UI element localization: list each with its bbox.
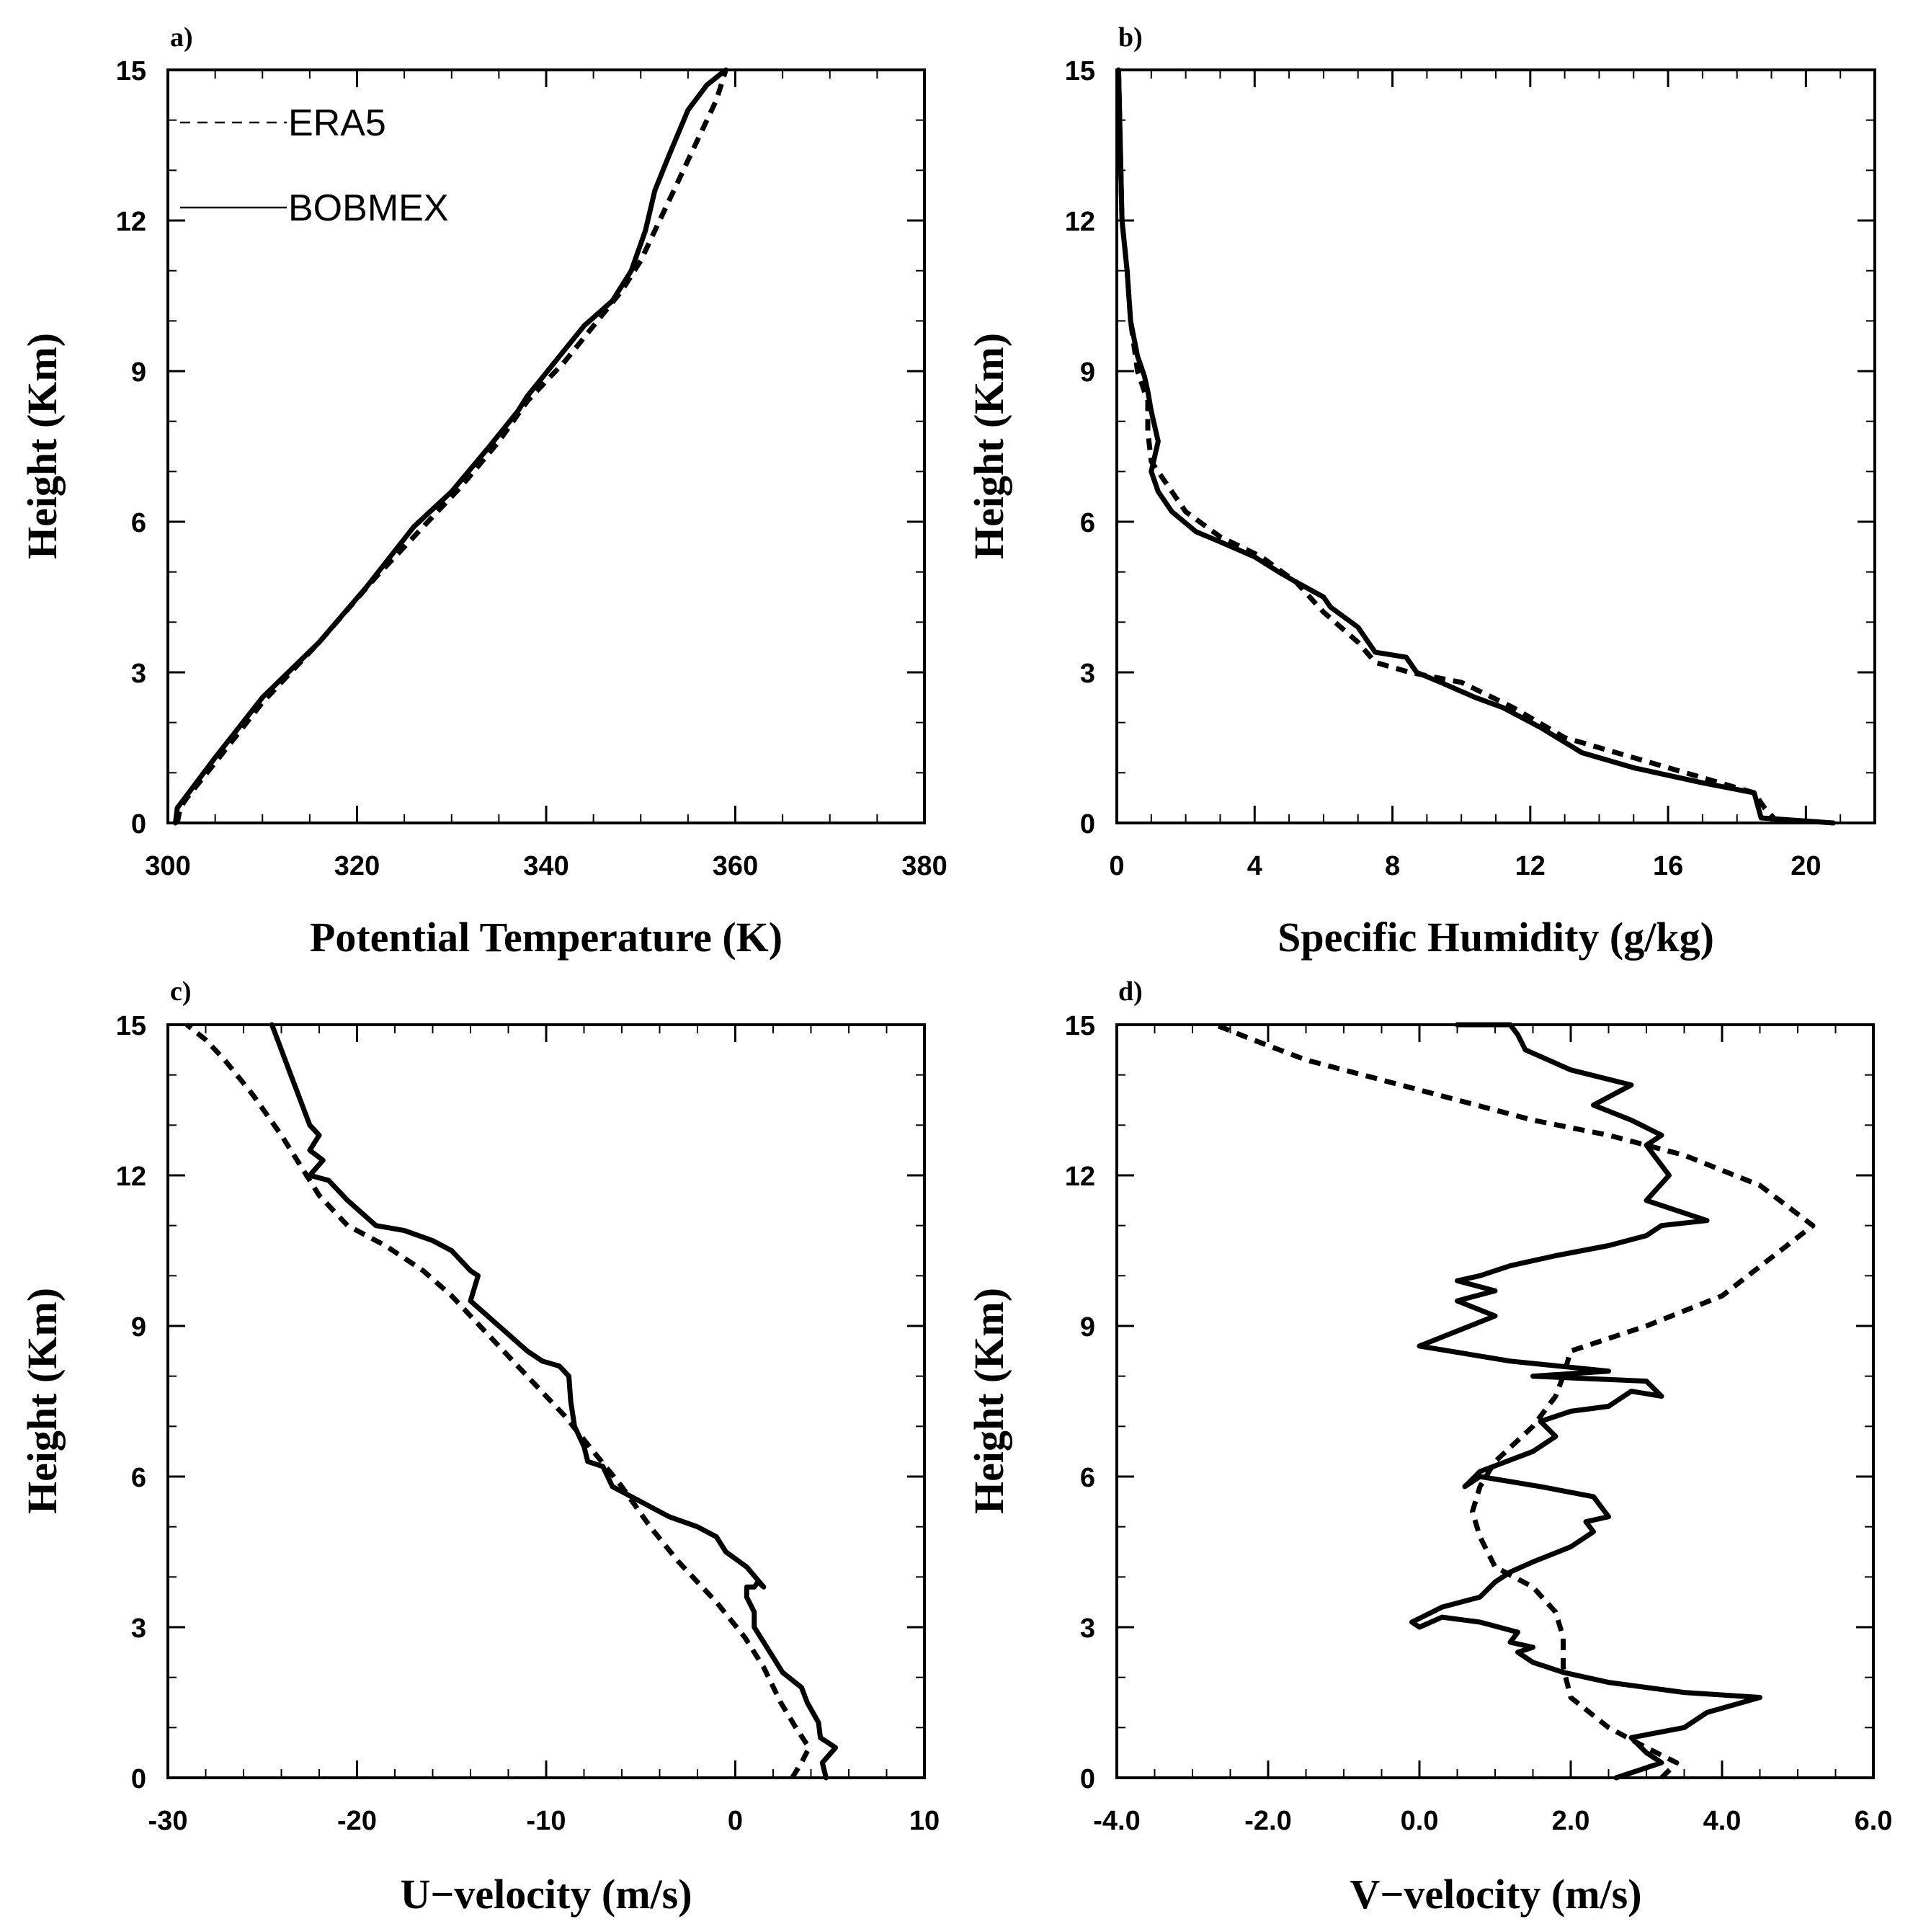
y-axis-label: Height (Km) [19,333,66,559]
x-tick-label: 0 [728,1806,743,1836]
series-line-era5 [185,1023,812,1779]
series-line-era5 [1115,69,1780,825]
ticks: -30 -20 -10 0 10 0 3 6 9 12 15 [116,1011,940,1836]
panel-label: c) [170,976,192,1007]
y-tick-label: 12 [116,1162,146,1192]
series [173,67,728,826]
ticks: 0 4 8 12 16 20 0 3 6 9 12 15 [1065,56,1876,881]
y-tick-label: 6 [131,1463,146,1493]
ticks: -4.0 -2.0 0.0 2.0 4.0 6.0 0 3 6 9 12 15 [1065,1011,1893,1836]
x-tick-label: 8 [1385,851,1400,881]
series [1214,1022,1816,1781]
x-tick-label: 360 [713,851,758,881]
x-axis-label: Specific Humidity (g/kg) [1277,914,1714,961]
panel-b: b) 0 4 8 12 16 20 0 3 6 9 12 15 Specific Humidity (… [966,22,1876,961]
panel-label: a) [170,22,193,53]
y-tick-label: 9 [1080,357,1095,388]
y-axis-label: Height (Km) [19,1288,66,1514]
y-tick-label: 0 [131,809,146,840]
panel-d: d) -4.0 -2.0 0.0 2.0 4.0 6.0 0 3 6 9 12 15 V−veloci… [966,976,1892,1918]
x-tick-label: -30 [148,1806,188,1836]
x-tick-label: -10 [527,1806,566,1836]
y-tick-label: 12 [1065,207,1095,237]
y-tick-label: 6 [1080,508,1095,538]
y-tick-label: 0 [1080,809,1095,840]
panel-a: a) 300 320 340 360 380 0 3 6 9 12 15 Potential Tem… [19,22,947,961]
y-tick-label: 9 [1080,1312,1095,1343]
x-axis-label: V−velocity (m/s) [1350,1871,1641,1918]
series [1115,67,1837,826]
y-tick-label: 3 [1080,659,1095,689]
y-tick-label: 9 [131,1312,146,1343]
x-tick-label: 380 [901,851,947,881]
series-line-era5 [1214,1022,1816,1780]
x-tick-label: 10 [909,1806,940,1836]
plot-frame [166,68,926,824]
y-tick-label: 3 [1080,1613,1095,1644]
x-tick-label: 4.0 [1703,1806,1742,1836]
y-tick-label: 12 [1065,1162,1095,1192]
y-tick-label: 6 [131,508,146,538]
x-tick-label: -20 [337,1806,377,1836]
series-line-era5 [174,68,728,824]
x-tick-label: 300 [145,851,190,881]
legend-label-era5: ERA5 [288,102,386,144]
y-tick-label: 9 [131,357,146,388]
legend-label-bobmex: BOBMEX [288,187,449,229]
x-axis-label: U−velocity (m/s) [400,1871,692,1918]
y-tick-label: 3 [131,1613,146,1644]
y-tick-label: 0 [1080,1764,1095,1794]
y-axis-label: Height (Km) [966,1288,1012,1514]
x-tick-label: 4 [1247,851,1262,881]
panel-label: d) [1118,976,1143,1007]
x-tick-label: 0.0 [1401,1806,1439,1836]
series-line-bobmex [1115,67,1837,826]
legend: ERA5 BOBMEX [180,102,449,229]
x-tick-label: -4.0 [1093,1806,1140,1836]
ticks: 300 320 340 360 380 0 3 6 9 12 15 [116,56,947,881]
panel-label: b) [1118,22,1143,53]
y-axis-label: Height (Km) [966,333,1012,559]
series-line-bobmex [173,67,728,826]
y-tick-label: 6 [1080,1463,1095,1493]
y-tick-label: 15 [1065,56,1095,86]
x-tick-label: 0 [1109,851,1124,881]
panel-c: c) -30 -20 -10 0 10 0 3 6 9 12 15 U−velocity (m/s)… [19,976,940,1918]
y-tick-label: 15 [116,1011,146,1041]
x-tick-label: 16 [1653,851,1683,881]
plot-frame [1115,68,1876,824]
x-tick-label: -2.0 [1244,1806,1291,1836]
y-tick-label: 15 [1065,1011,1095,1041]
series-line-bobmex [1409,1022,1762,1781]
y-tick-label: 15 [116,56,146,86]
plot-frame [166,1023,926,1779]
x-tick-label: 320 [334,851,380,881]
x-axis-label: Potential Temperature (K) [310,914,782,961]
x-tick-label: 12 [1515,851,1546,881]
x-tick-label: 340 [523,851,568,881]
series-line-bobmex [269,1022,839,1781]
y-tick-label: 0 [131,1764,146,1794]
x-tick-label: 2.0 [1552,1806,1590,1836]
plot-frame [1115,1023,1875,1779]
series [185,1022,839,1781]
y-tick-label: 3 [131,659,146,689]
x-tick-label: 20 [1791,851,1821,881]
y-tick-label: 12 [116,207,146,237]
x-tick-label: 6.0 [1855,1806,1893,1836]
